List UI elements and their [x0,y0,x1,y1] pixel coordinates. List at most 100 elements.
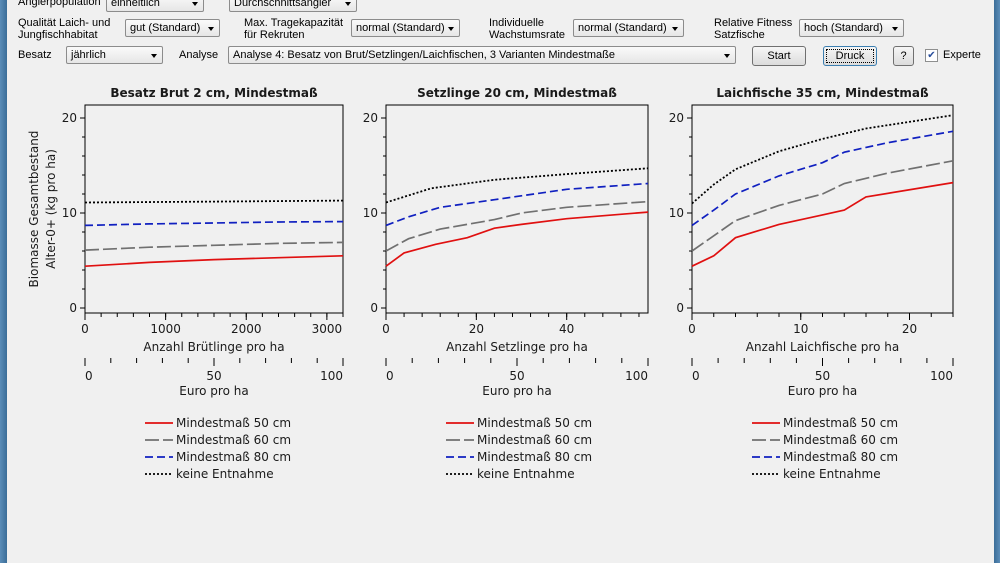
growth-label: Individuelle Wachstumsrate [489,17,566,41]
y-tick-label: 10 [62,206,77,220]
habitat-select[interactable]: gut (Standard) [125,19,220,37]
chevron-down-icon [724,54,730,58]
help-button[interactable]: ? [893,46,914,66]
select-value: jährlich [71,49,106,61]
series-line-1 [691,181,954,267]
x-tick-label: 40 [559,322,574,336]
legend-label: keine Entnahme [783,467,881,481]
legend-label: keine Entnahme [477,467,575,481]
series-line-4 [385,167,649,204]
plot-frame [84,104,344,314]
analyse-select[interactable]: Analyse 4: Besatz von Brut/Setzlingen/La… [228,46,736,64]
x-tick-label: 0 [688,322,696,336]
capacity-select[interactable]: normal (Standard) [351,19,460,37]
legend-label: keine Entnahme [176,467,274,481]
x-tick-label: 2000 [231,322,262,336]
series-line-2 [385,200,649,252]
x2-tick-label: 50 [509,369,524,383]
x2-tick-label: 100 [930,369,953,383]
capacity-label: Max. Tragekapazität für Rekruten [244,17,344,41]
y-tick-label: 20 [62,111,77,125]
series-line-3 [691,130,954,227]
x-axis-label: Anzahl Brütlinge pro ha [143,340,284,354]
x2-tick-label: 50 [815,369,830,383]
legend-label: Mindestmaß 60 cm [477,433,592,447]
y-tick-label: 10 [669,206,684,220]
x-tick-label: 3000 [312,322,343,336]
chevron-down-icon [448,27,454,31]
series-line-3 [84,220,344,227]
x-tick-label: 20 [469,322,484,336]
legend-label: Mindestmaß 50 cm [783,416,898,430]
habitat-label: Qualität Laich- und Jungfischhabitat [18,17,111,41]
x-tick-label: 1000 [150,322,181,336]
x2-tick-label: 50 [206,369,221,383]
series-line-1 [385,211,649,267]
series-line-2 [84,241,344,251]
x-tick-label: 20 [902,322,917,336]
x-tick-label: 0 [81,322,89,336]
series-line-2 [691,159,954,252]
y-tick-label: 0 [676,301,684,315]
legend-label: Mindestmaß 60 cm [176,433,291,447]
y-tick-label: 20 [363,111,378,125]
series-line-4 [84,199,344,204]
checkmark-icon: ✔ [927,50,936,61]
chevron-down-icon [892,27,898,31]
select-value: Analyse 4: Besatz von Brut/Setzlingen/La… [233,49,615,61]
legend-label: Mindestmaß 80 cm [477,450,592,464]
plot-frame [385,104,649,314]
x2-tick-label: 0 [692,369,700,383]
select-value: normal (Standard) [578,22,667,34]
window-border-left [0,0,7,563]
chevron-down-icon [151,54,157,58]
select-value: normal (Standard) [356,22,445,34]
select-value: Durchschnittsangler [234,0,332,9]
legend-label: Mindestmaß 80 cm [783,450,898,464]
x-tick-label: 0 [382,322,390,336]
expert-label: Experte [943,49,981,61]
x-axis-label: Anzahl Setzlinge pro ha [446,340,588,354]
series-line-3 [385,182,649,227]
chevron-down-icon [192,2,198,6]
series-line-1 [84,254,344,268]
plot-frame [691,104,954,314]
legend-label: Mindestmaß 60 cm [783,433,898,447]
select-value: einheitlich [111,0,160,9]
y-tick-label: 10 [363,206,378,220]
x2-axis-label: Euro pro ha [179,384,248,398]
analyse-label: Analyse [179,49,219,61]
x2-tick-label: 100 [625,369,648,383]
angler-population-label: Anglerpopulation [18,0,101,8]
chart-title: Setzlinge 20 cm, Mindestmaß [417,86,617,100]
print-button[interactable]: Druck [823,46,877,66]
y-tick-label: 0 [69,301,77,315]
x2-tick-label: 100 [320,369,343,383]
angler-population-select[interactable]: einheitlich [106,0,204,12]
x2-axis-label: Euro pro ha [788,384,857,398]
y-tick-label: 0 [370,301,378,315]
fitness-select[interactable]: hoch (Standard) [799,19,904,37]
y-axis-label-unit: Alter-0+ (kg pro ha) [44,149,58,269]
legend-label: Mindestmaß 50 cm [176,416,291,430]
chevron-down-icon [672,27,678,31]
angler-type-select[interactable]: Durchschnittsangler [229,0,357,12]
x2-tick-label: 0 [85,369,93,383]
x2-axis-label: Euro pro ha [482,384,551,398]
legend-label: Mindestmaß 50 cm [477,416,592,430]
expert-checkbox[interactable]: ✔ [925,49,938,62]
y-tick-label: 20 [669,111,684,125]
besatz-label: Besatz [18,49,52,61]
chevron-down-icon [208,27,214,31]
x2-tick-label: 0 [386,369,394,383]
series-line-4 [691,114,954,205]
fitness-label: Relative Fitness Satzfische [714,17,793,41]
growth-select[interactable]: normal (Standard) [573,19,684,37]
select-value: gut (Standard) [130,22,201,34]
start-button[interactable]: Start [752,46,806,66]
chart-title: Laichfische 35 cm, Mindestmaß [716,86,929,100]
chart-title: Besatz Brut 2 cm, Mindestmaß [110,86,318,100]
y-axis-label: Biomasse Gesamtbestand [27,131,41,288]
besatz-select[interactable]: jährlich [66,46,163,64]
